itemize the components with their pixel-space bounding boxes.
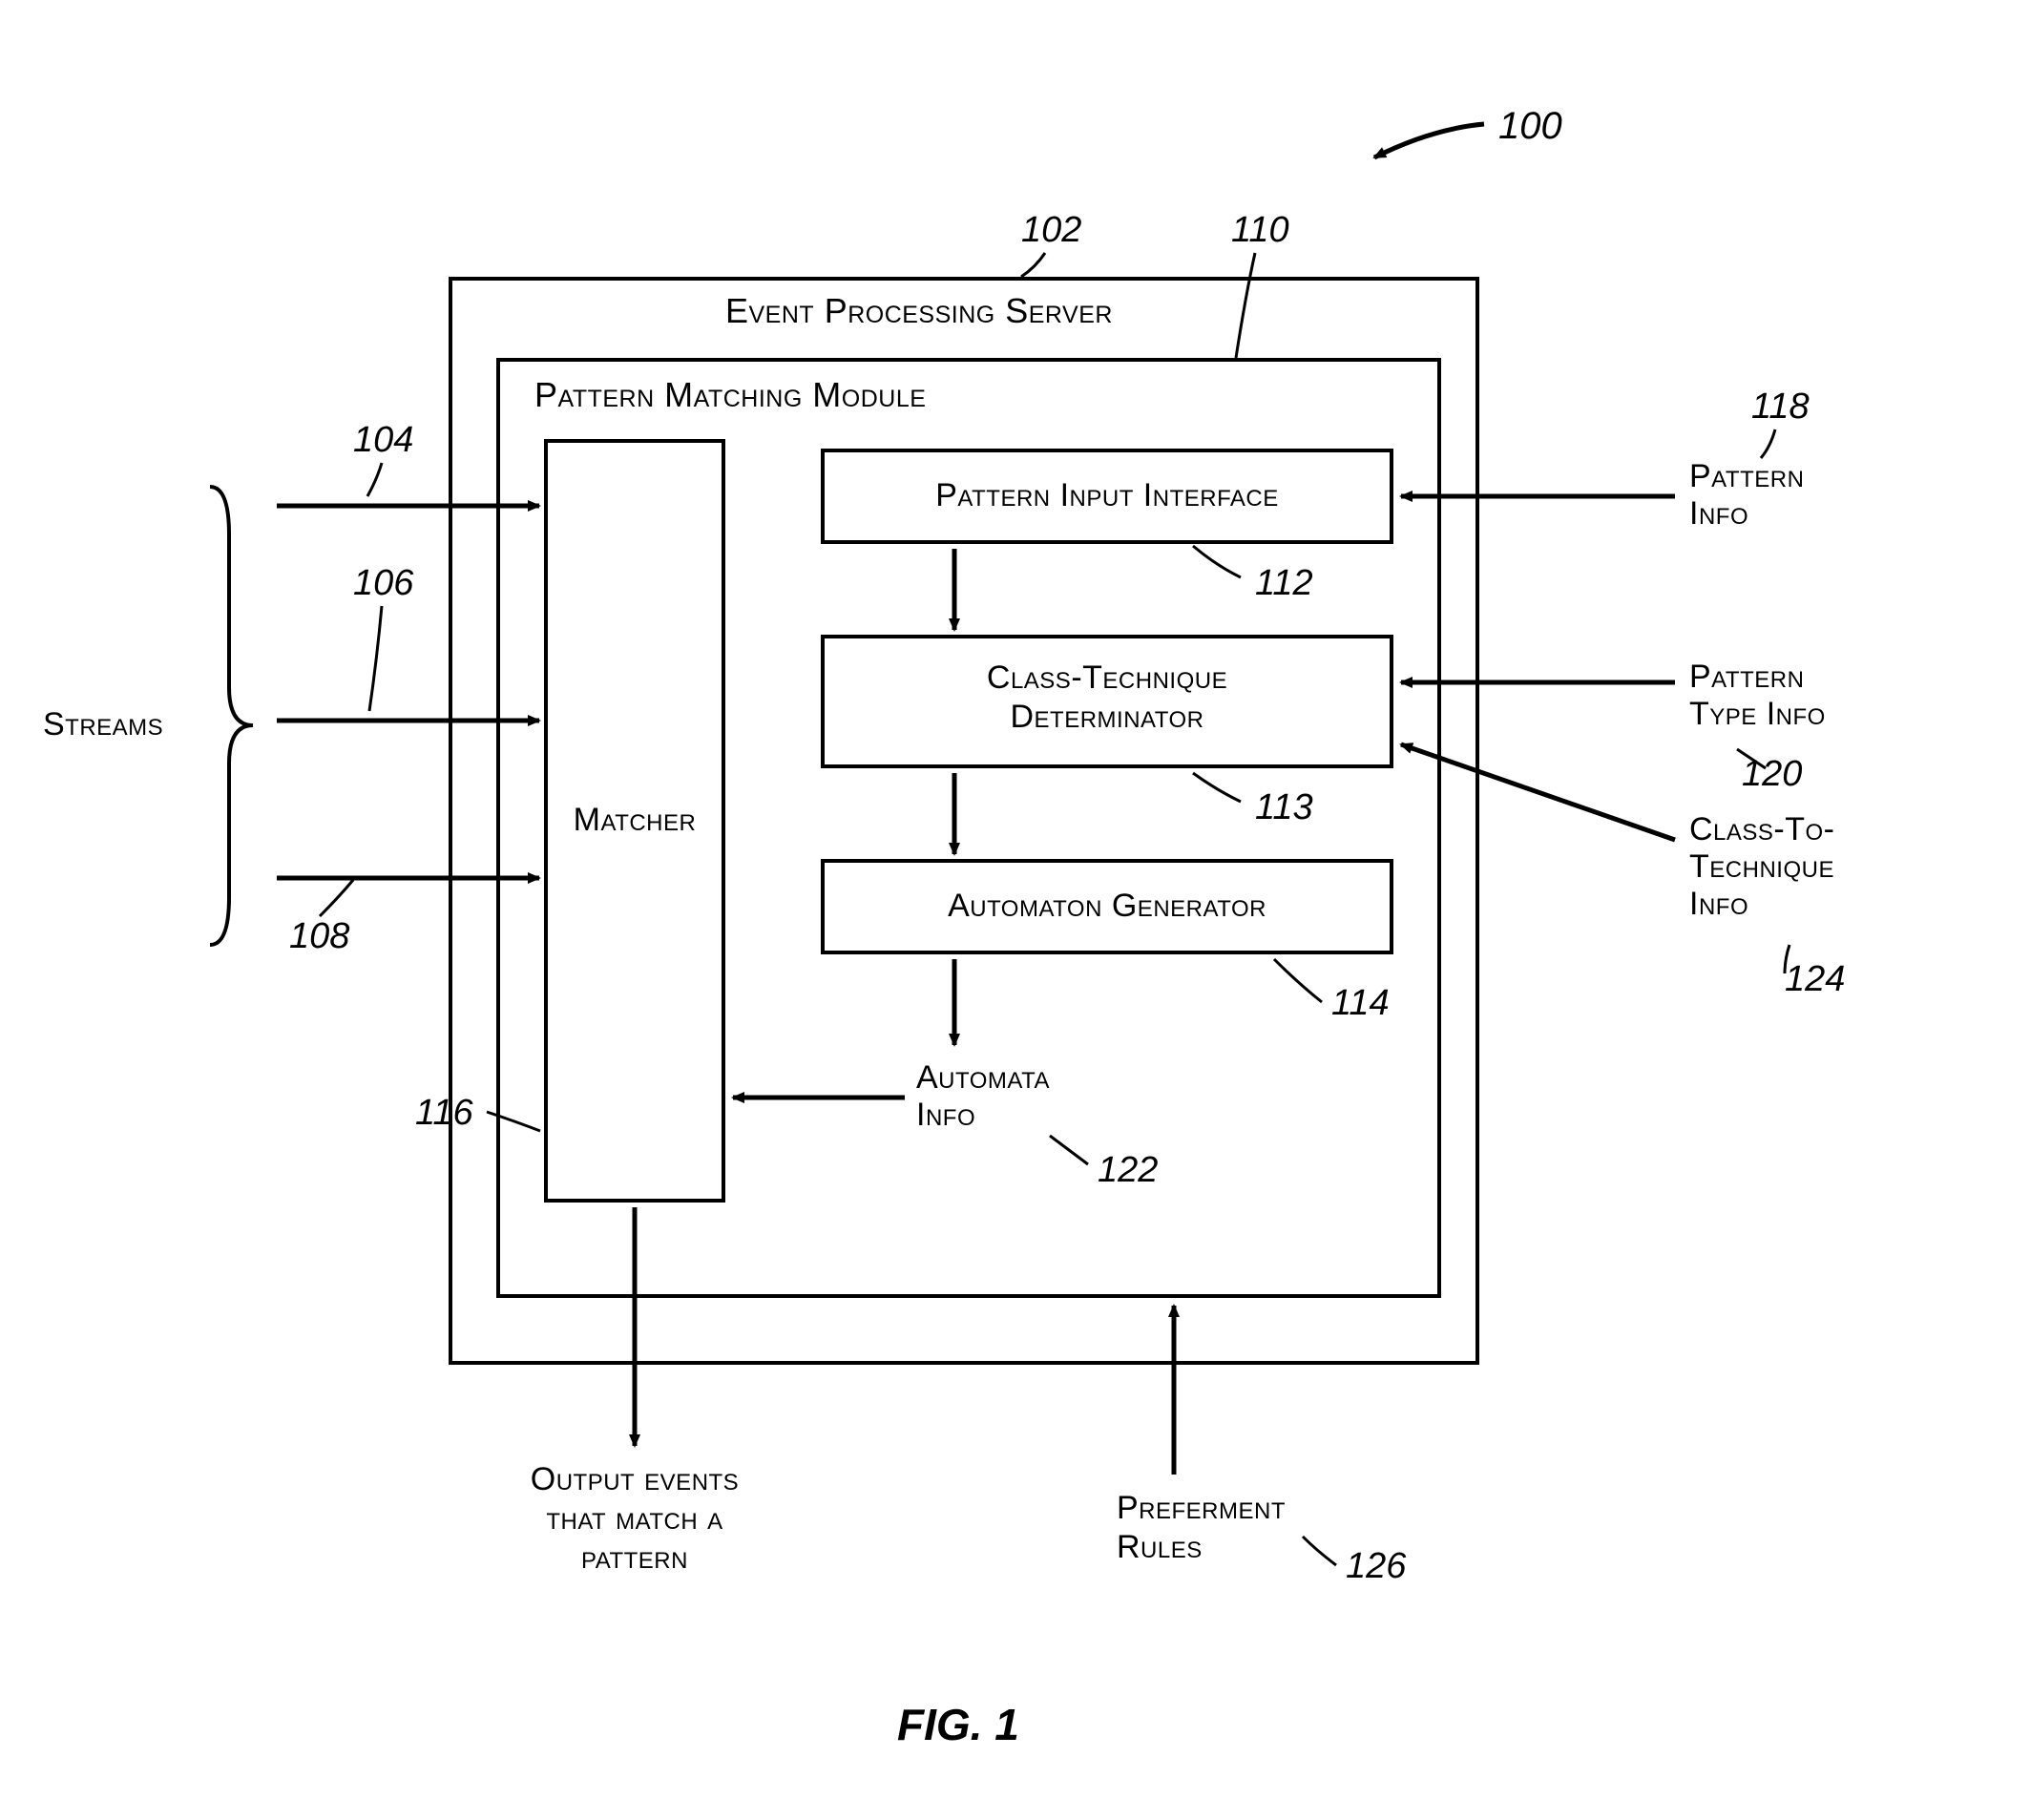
pattern-matching-module-title: Pattern Matching Module	[534, 375, 926, 415]
streams-label: Streams	[43, 706, 163, 743]
pattern-info-label: Pattern Info	[1689, 458, 1804, 533]
pattern-type-info-label: Pattern Type Info	[1689, 659, 1826, 733]
ref-100: 100	[1498, 105, 1562, 148]
class-to-technique-info-label: Class-To- Technique Info	[1689, 811, 1835, 923]
diagram-root: Event Processing Server Pattern Matching…	[0, 0, 2030, 1820]
ref-114: 114	[1331, 983, 1390, 1024]
ref-124: 124	[1785, 959, 1845, 1000]
pattern-input-interface-label: Pattern Input Interface	[821, 477, 1393, 514]
automata-info-label: Automata Info	[916, 1059, 1050, 1134]
automaton-generator-label: Automaton Generator	[821, 888, 1393, 925]
ref-122: 122	[1098, 1150, 1158, 1191]
ref-110: 110	[1231, 210, 1289, 251]
ref-113: 113	[1255, 787, 1313, 828]
ref-120: 120	[1742, 754, 1802, 795]
ref-104: 104	[353, 420, 413, 461]
ref-112: 112	[1255, 563, 1313, 604]
ref-116: 116	[415, 1093, 473, 1134]
ref-126: 126	[1346, 1546, 1406, 1587]
ref-108: 108	[289, 916, 349, 957]
preferment-rules-label: Preferment Rules	[1117, 1489, 1286, 1567]
matcher-label: Matcher	[544, 802, 725, 839]
ref-118: 118	[1751, 387, 1810, 428]
ref-106: 106	[353, 563, 413, 604]
ref-102: 102	[1021, 210, 1081, 251]
figure-caption: FIG. 1	[897, 1699, 1019, 1750]
class-technique-determinator-label: Class-Technique Determinator	[821, 659, 1393, 737]
event-processing-server-title: Event Processing Server	[725, 291, 1113, 331]
output-events-label: Output events that match a pattern	[511, 1460, 759, 1577]
